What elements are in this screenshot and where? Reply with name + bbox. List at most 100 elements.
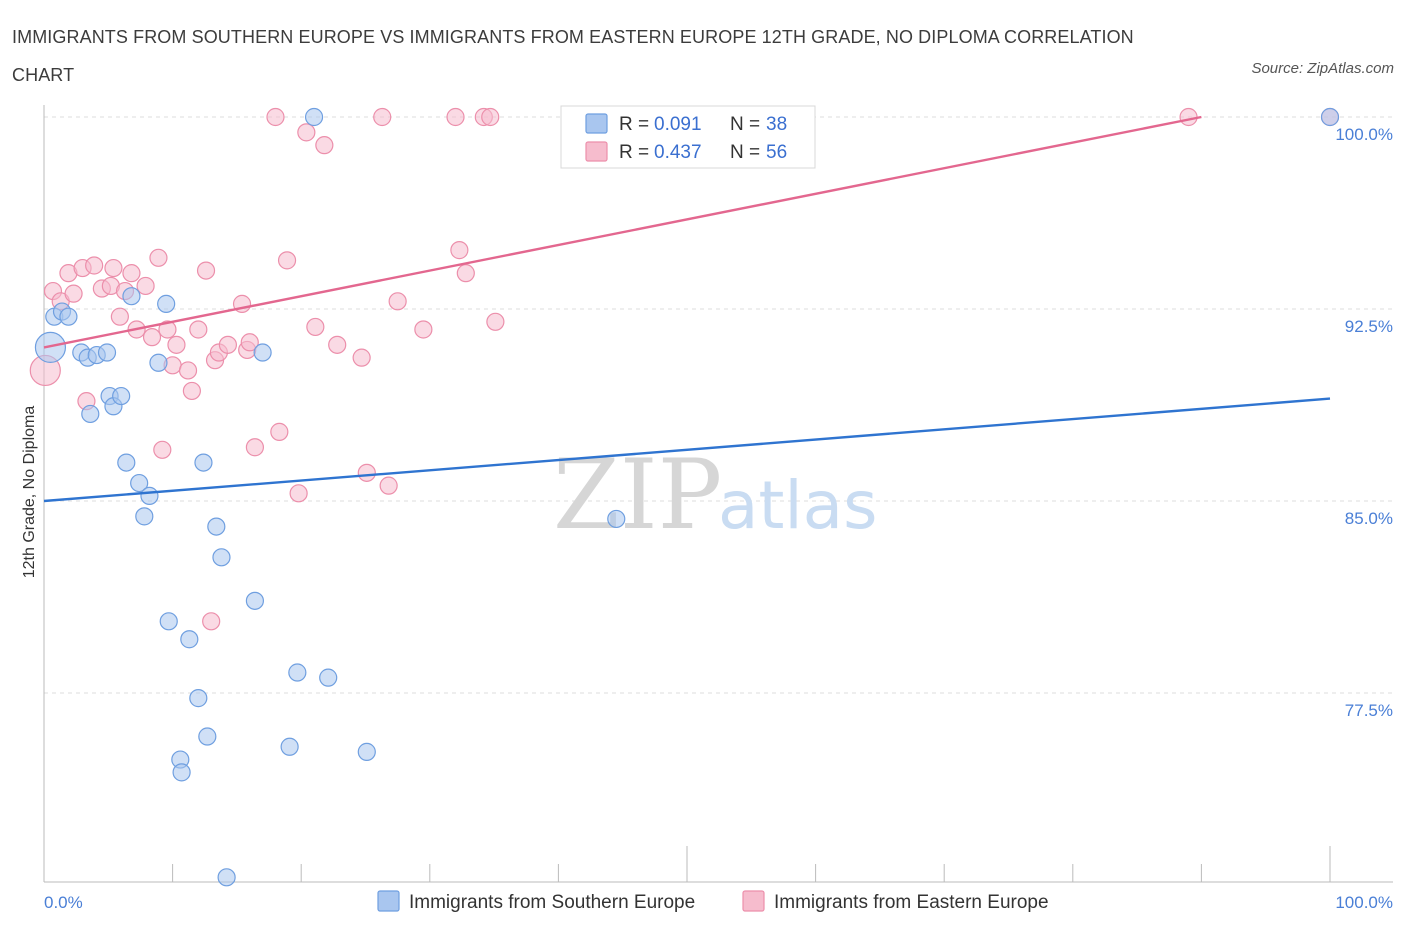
stats-legend-pink-n-value: 56: [766, 142, 787, 163]
axes: [43, 105, 1393, 883]
eastern-europe-point: [388, 292, 407, 311]
eastern-europe-point: [245, 438, 265, 457]
eastern-europe-trend-line: [43, 115, 1202, 349]
eastern-europe-point: [110, 307, 129, 326]
series-legend-pink-label: Immigrants from Eastern Europe: [774, 892, 1049, 913]
eastern-europe-point: [446, 107, 465, 127]
eastern-europe-point: [456, 264, 475, 283]
eastern-europe-point: [357, 463, 376, 482]
southern-europe-point: [217, 868, 236, 887]
southern-europe-point: [319, 668, 338, 687]
eastern-europe-point: [189, 320, 208, 339]
eastern-europe-point: [315, 136, 334, 155]
series-legend: Immigrants from Southern Europe Immigran…: [377, 890, 1049, 913]
stats-legend-blue-r-label: R =: [619, 114, 649, 135]
southern-europe-point: [159, 612, 178, 631]
watermark-atlas: atlas: [718, 467, 878, 544]
stats-legend-pink-r-value: 0.437: [654, 142, 702, 163]
southern-europe-point: [1320, 107, 1340, 127]
eastern-europe-point: [158, 320, 177, 339]
series-eastern-europe-points: [29, 107, 1340, 631]
eastern-europe-point: [266, 107, 285, 127]
stats-legend-pink-n-label: N =: [730, 142, 760, 163]
eastern-europe-point: [270, 422, 289, 441]
series-legend-blue-swatch: [377, 890, 400, 912]
stats-legend-blue-n-label: N =: [730, 114, 760, 135]
series-legend-blue-label: Immigrants from Southern Europe: [409, 892, 695, 913]
eastern-europe-point: [196, 261, 216, 280]
eastern-europe-point: [149, 248, 168, 267]
series-legend-pink-swatch: [742, 890, 765, 912]
eastern-europe-point: [85, 256, 104, 275]
y-axis-label: 12th Grade, No Diploma: [21, 406, 38, 579]
y-tick-label: 77.5%: [1345, 701, 1393, 720]
eastern-europe-point: [328, 335, 347, 354]
eastern-europe-point: [306, 317, 325, 337]
southern-europe-point: [112, 386, 131, 406]
eastern-europe-point: [178, 361, 198, 380]
eastern-europe-point: [167, 335, 186, 354]
eastern-europe-point: [450, 241, 469, 260]
southern-europe-point: [157, 294, 176, 313]
x-tick-label-left: 0.0%: [44, 893, 83, 912]
southern-europe-point: [34, 331, 67, 363]
stats-legend-blue-r-value: 0.091: [654, 114, 702, 135]
eastern-europe-point: [486, 312, 505, 331]
eastern-europe-point: [153, 440, 172, 459]
watermark-zip: ZIP: [553, 439, 722, 551]
southern-europe-point: [607, 509, 626, 529]
southern-europe-point: [304, 107, 324, 127]
southern-europe-point: [357, 742, 376, 761]
southern-europe-point: [245, 591, 265, 610]
stats-legend-pink-swatch: [585, 141, 608, 162]
trend-lines: [43, 115, 1331, 503]
southern-europe-point: [122, 287, 141, 306]
eastern-europe-point: [373, 107, 392, 127]
stats-legend-blue-swatch: [585, 113, 608, 134]
eastern-europe-point: [64, 284, 83, 303]
eastern-europe-point: [136, 276, 155, 296]
gridlines: [44, 116, 1393, 694]
stats-legend: R = 0.091 N = 38 R = 0.437 N = 56: [560, 105, 816, 169]
eastern-europe-point: [481, 107, 500, 127]
southern-europe-point: [149, 353, 168, 372]
series-southern-europe-points: [34, 107, 1340, 887]
y-tick-label: 85.0%: [1345, 509, 1393, 528]
eastern-europe-point: [122, 264, 141, 283]
eastern-europe-point: [379, 476, 398, 495]
southern-europe-point: [194, 453, 213, 472]
y-tick-labels: 100.0% 92.5% 85.0% 77.5%: [1335, 125, 1393, 720]
southern-europe-point: [288, 663, 307, 682]
southern-europe-point: [59, 307, 78, 326]
southern-europe-point: [212, 548, 231, 567]
eastern-europe-point: [240, 333, 259, 352]
southern-europe-trend-line: [43, 397, 1331, 503]
chart-title: IMMIGRANTS FROM SOUTHERN EUROPE VS IMMIG…: [12, 27, 1134, 85]
southern-europe-point: [97, 343, 117, 362]
southern-europe-point: [81, 404, 100, 424]
southern-europe-point: [140, 486, 159, 505]
eastern-europe-point: [352, 348, 371, 367]
x-tick-label-right: 100.0%: [1335, 893, 1393, 912]
southern-europe-point: [130, 473, 149, 493]
southern-europe-point: [189, 689, 208, 708]
southern-europe-point: [207, 517, 226, 536]
southern-europe-point: [280, 737, 299, 756]
southern-europe-point: [198, 727, 217, 746]
eastern-europe-point: [142, 328, 162, 347]
eastern-europe-point: [182, 381, 201, 401]
eastern-europe-point: [414, 320, 433, 339]
southern-europe-point: [253, 343, 272, 362]
watermark: ZIP atlas: [553, 439, 878, 551]
southern-europe-point: [135, 507, 154, 526]
southern-europe-point: [117, 453, 136, 472]
eastern-europe-point: [297, 123, 316, 142]
eastern-europe-point: [1179, 107, 1198, 127]
eastern-europe-point: [289, 484, 308, 503]
eastern-europe-point: [104, 258, 123, 278]
source-label: Source: ZipAtlas.com: [1251, 60, 1394, 77]
southern-europe-point: [180, 630, 199, 649]
eastern-europe-point: [218, 335, 237, 354]
stats-legend-pink-r-label: R =: [619, 142, 649, 163]
